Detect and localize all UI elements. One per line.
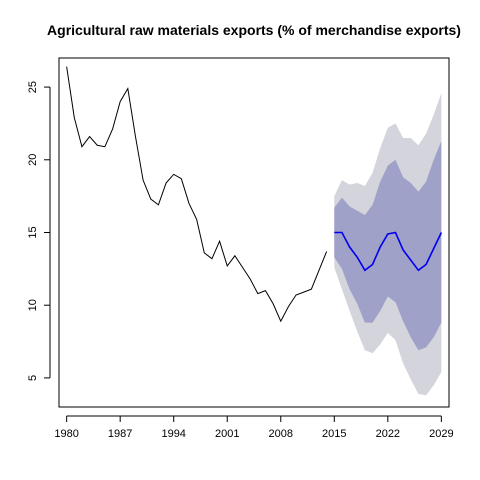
series-layer [66, 66, 443, 323]
y-tick-label: 20 [27, 154, 39, 166]
band-80-area [334, 140, 442, 351]
x-tick-label: 2001 [215, 428, 239, 440]
historical-series-line [66, 66, 328, 323]
y-tick-label: 15 [27, 226, 39, 238]
axes: 1980 1987 1994 2001 2008 2015 2022 2029 5 10 15 20 2… [27, 81, 454, 440]
x-tick-label: 2022 [376, 428, 400, 440]
forecast-mean-line [334, 231, 443, 272]
y-tick-label: 5 [27, 375, 39, 381]
x-tick-label: 1980 [54, 428, 78, 440]
x-tick-label: 2015 [322, 428, 346, 440]
confidence-band-80 [334, 140, 442, 351]
x-tick-label: 2008 [269, 428, 293, 440]
plot-frame [58, 57, 450, 408]
y-tick-label: 25 [27, 81, 39, 93]
y-tick-label: 10 [27, 299, 39, 311]
x-tick-label: 1987 [108, 428, 132, 440]
chart-title: Agricultural raw materials exports (% of… [47, 22, 461, 38]
x-tick-label: 1994 [161, 428, 185, 440]
x-tick-label: 2029 [429, 428, 453, 440]
